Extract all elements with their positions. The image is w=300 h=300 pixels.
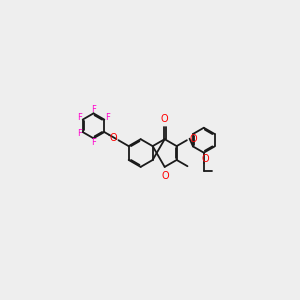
Text: O: O [202, 154, 209, 164]
Text: F: F [91, 138, 96, 147]
Text: F: F [105, 113, 110, 122]
Text: F: F [77, 113, 82, 122]
Text: O: O [109, 133, 117, 143]
Text: F: F [91, 105, 96, 114]
Text: O: O [161, 114, 169, 124]
Text: O: O [189, 134, 197, 144]
Text: O: O [162, 171, 169, 181]
Text: F: F [77, 130, 82, 139]
